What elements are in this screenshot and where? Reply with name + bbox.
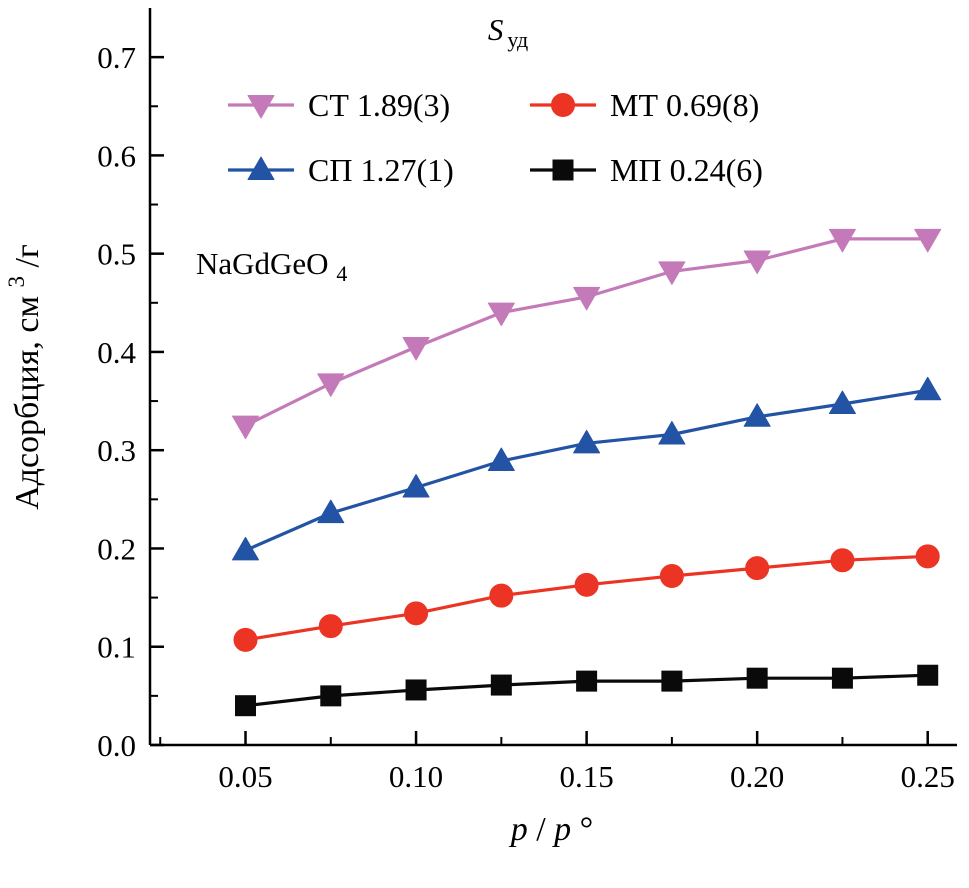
marker-triangle-down (317, 373, 345, 397)
marker-triangle-up (828, 390, 856, 415)
marker-triangle-up (487, 447, 515, 472)
y-axis-label: Адсорбция, см 3 /г (0, 244, 46, 510)
x-axis-label: p / p ° (509, 811, 594, 848)
y-tick-label: 0.6 (97, 138, 136, 173)
x-tick-label: 0.15 (559, 759, 613, 794)
marker-triangle-up (573, 429, 601, 454)
marker-triangle-up (743, 403, 771, 427)
legend-entry-МТ: МТ 0.69(8) (530, 87, 759, 123)
marker-circle (574, 572, 599, 597)
marker-circle (659, 563, 684, 588)
series-СТ (232, 228, 942, 440)
legend-label-СП: СП 1.27(1) (308, 152, 454, 188)
x-tick-label: 0.10 (389, 759, 443, 794)
marker-triangle-up (232, 536, 260, 561)
legend-label-МТ: МТ 0.69(8) (610, 87, 759, 123)
marker-triangle-down (402, 337, 430, 361)
marker-triangle-up (317, 499, 345, 524)
marker-square (746, 667, 768, 689)
x-axis-label-degree: ° (580, 811, 594, 848)
y-axis-label-units: /г (9, 244, 46, 267)
marker-triangle-up (914, 376, 942, 401)
series-СП (232, 376, 942, 561)
series-МП (235, 664, 939, 717)
marker-square (405, 679, 427, 701)
x-tick-label: 0.25 (901, 759, 955, 794)
y-tick-label: 0.2 (97, 531, 136, 566)
marker-circle (489, 583, 514, 608)
annotation-nagdgeo4: NaGdGeO 4 (196, 246, 347, 286)
y-tick-label: 0.5 (97, 237, 136, 272)
marker-circle (404, 601, 429, 626)
marker-circle (233, 627, 258, 652)
series-line-СТ (243, 237, 930, 428)
x-axis-label-p1: p (509, 811, 528, 848)
marker-square (235, 695, 257, 717)
series-line-МТ (243, 554, 930, 642)
legend-entry-СТ: СТ 1.89(3) (228, 87, 450, 123)
annotation-subscript: 4 (336, 261, 347, 286)
marker-circle (551, 93, 575, 117)
chart-legend: СТ 1.89(3) МТ 0.69(8) СП 1.27(1) МП 0.24(6) (228, 87, 763, 188)
series-МТ (233, 544, 940, 652)
marker-triangle-up (247, 156, 275, 180)
legend-label-МП: МП 0.24(6) (610, 152, 763, 188)
x-tick-label: 0.05 (218, 759, 272, 794)
y-tick-label: 0.0 (97, 728, 136, 763)
y-tick-label: 0.7 (97, 40, 136, 75)
marker-square (490, 674, 512, 696)
legend-label-СТ: СТ 1.89(3) (308, 87, 450, 123)
marker-circle (830, 548, 855, 573)
x-axis-label-slash: / (536, 811, 546, 848)
series-line-СП (243, 388, 930, 552)
marker-triangle-down (573, 286, 601, 311)
y-tick-label: 0.3 (97, 433, 136, 468)
marker-square (917, 664, 939, 686)
marker-triangle-down (487, 302, 515, 327)
x-axis-label-p2: p (552, 811, 571, 848)
marker-circle (915, 544, 940, 569)
legend-entry-СП: СП 1.27(1) (228, 152, 454, 188)
marker-circle (745, 556, 770, 581)
marker-triangle-up (402, 474, 430, 498)
marker-triangle-down (232, 415, 260, 440)
marker-triangle-up (658, 420, 686, 445)
chart-title-main: S (488, 12, 504, 47)
y-axis-label-text: Адсорбция, см (9, 296, 46, 510)
chart-title: S уд (488, 12, 528, 52)
y-tick-label: 0.4 (97, 335, 136, 370)
axis-ticks: 0.05 0.10 0.15 0.20 0.25 0.0 0.1 0.2 0.3 0.4 0.5 0.… (97, 40, 955, 794)
marker-square (831, 667, 853, 689)
annotation-text: NaGdGeO (196, 246, 329, 281)
y-axis-label-superscript: 3 (4, 276, 29, 288)
marker-triangle-down (828, 228, 856, 253)
legend-entry-МП: МП 0.24(6) (530, 152, 763, 188)
marker-circle (318, 614, 343, 639)
x-tick-label: 0.20 (730, 759, 784, 794)
marker-square (661, 670, 683, 692)
chart-title-subscript: уд (507, 27, 528, 52)
marker-triangle-down (743, 250, 771, 275)
marker-square (576, 670, 598, 692)
marker-triangle-down (658, 261, 686, 285)
marker-triangle-down (914, 228, 942, 253)
data-series (232, 228, 942, 717)
marker-square (320, 685, 342, 707)
marker-triangle-down (247, 95, 275, 119)
marker-square (552, 159, 574, 181)
y-tick-label: 0.1 (97, 630, 136, 665)
